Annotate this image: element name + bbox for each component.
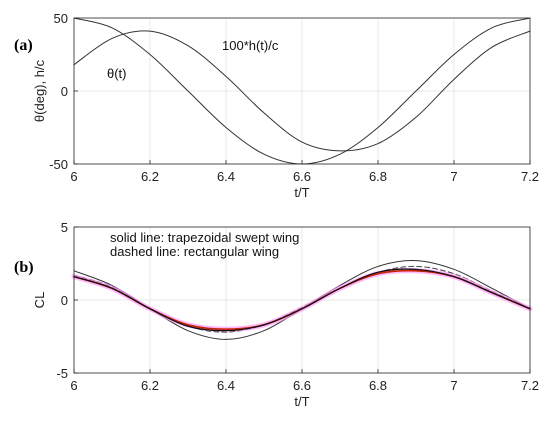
x-tick-label: 6.4	[217, 169, 235, 184]
x-tick-label: 6.4	[217, 378, 235, 393]
series-line-2	[73, 30, 531, 152]
panel-b-annotation-dashed: dashed line: rectangular wing	[110, 244, 279, 259]
panel-a: (a) 6 6.2 6.4 6.6 6.8 7 7.2 -50 0 50 t/T θ(deg),…	[14, 11, 539, 200]
panel-b-y-axis-label: CL	[32, 292, 47, 309]
panel-b-y-ticks: -5 0 5	[56, 220, 78, 381]
panel-a-x-ticks: 6 6.2 6.4 6.6 6.8 7 7.2	[70, 160, 539, 184]
panel-b-annotation-solid: solid line: trapezoidal swept wing	[110, 230, 299, 245]
panel-b: (b) 6 6.2 6.4 6.6 6.8 7 7.2 -5 0 5 t/T CL solid …	[14, 220, 539, 409]
panel-b-x-ticks: 6 6.2 6.4 6.6 6.8 7 7.2	[70, 369, 539, 393]
x-tick-label: 7	[450, 378, 457, 393]
panel-a-y-axis-label: θ(deg), h/c	[32, 59, 47, 122]
x-tick-label: 6.6	[293, 169, 311, 184]
x-tick-label: 6.2	[141, 378, 159, 393]
y-tick-label: 0	[61, 293, 68, 308]
panel-a-annotation-h: 100*h(t)/c	[222, 38, 279, 53]
panel-a-y-ticks: -50 0 50	[49, 11, 78, 172]
y-tick-label: -5	[56, 366, 68, 381]
panel-b-label: (b)	[14, 259, 34, 276]
y-tick-label: 50	[54, 11, 68, 26]
x-tick-label: 6.8	[369, 378, 387, 393]
panel-a-x-axis-label: t/T	[294, 185, 309, 200]
x-tick-label: 6.6	[293, 378, 311, 393]
y-tick-label: 5	[61, 220, 68, 235]
x-tick-label: 6	[70, 378, 77, 393]
y-tick-label: -50	[49, 157, 68, 172]
x-tick-label: 6.2	[141, 169, 159, 184]
x-tick-label: 7.2	[521, 169, 539, 184]
y-tick-label: 0	[61, 84, 68, 99]
panel-b-series	[71, 260, 533, 340]
panel-a-label: (a)	[14, 37, 33, 54]
panel-a-annotation-theta: θ(t)	[107, 66, 127, 81]
panel-b-x-axis-label: t/T	[294, 394, 309, 409]
x-tick-label: 7.2	[521, 378, 539, 393]
x-tick-label: 6.8	[369, 169, 387, 184]
series-line-5	[73, 268, 531, 332]
x-tick-label: 7	[450, 169, 457, 184]
x-tick-label: 6	[70, 169, 77, 184]
